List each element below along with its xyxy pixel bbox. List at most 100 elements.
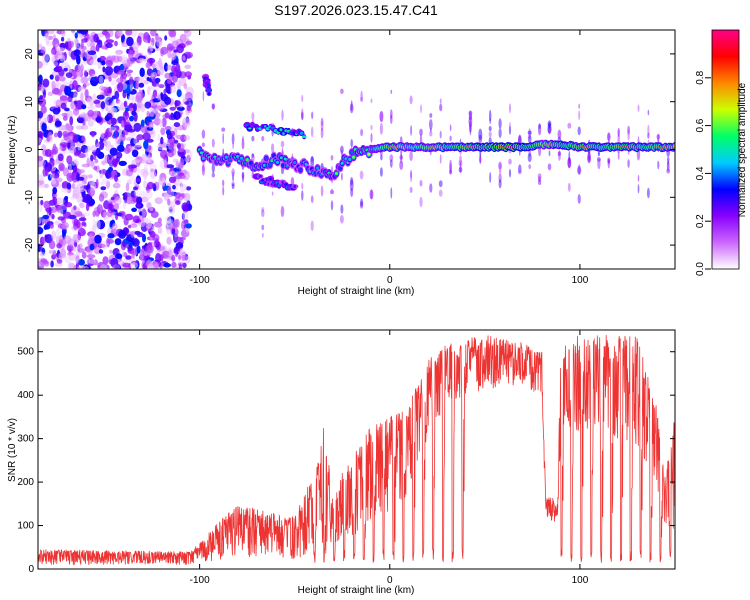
- streak-mark: [221, 127, 226, 132]
- streak-mark: [637, 104, 640, 112]
- snr-frame: [37, 329, 676, 570]
- noise-blob: [78, 117, 85, 123]
- noise-blob: [156, 39, 163, 48]
- noise-blob: [121, 54, 126, 61]
- noise-blob: [115, 253, 123, 260]
- streak-mark: [390, 89, 393, 94]
- noise-blob: [77, 244, 81, 252]
- streak-mark: [251, 135, 255, 142]
- streak-mark: [261, 224, 265, 231]
- noise-blob: [69, 80, 73, 90]
- streak-mark: [439, 98, 442, 104]
- noise-blob: [38, 137, 42, 143]
- streak-mark: [647, 132, 650, 139]
- noise-blob: [185, 255, 191, 264]
- noise-blob: [79, 202, 85, 209]
- noise-blob: [49, 74, 54, 80]
- noise-blob: [66, 182, 72, 190]
- noise-blob: [184, 71, 192, 78]
- ridge-core: [262, 163, 266, 167]
- noise-blob: [44, 33, 49, 41]
- noise-blob: [53, 159, 61, 165]
- noise-blob: [174, 232, 179, 238]
- streak-mark: [379, 110, 384, 123]
- noise-blob: [89, 243, 95, 251]
- noise-blob: [52, 107, 60, 115]
- noise-blob: [112, 160, 118, 168]
- streak-mark: [370, 98, 373, 104]
- noise-blob: [78, 217, 87, 222]
- streak-mark: [577, 164, 581, 175]
- noise-blob: [139, 168, 145, 177]
- noise-blob: [135, 80, 140, 90]
- noise-blob: [160, 136, 164, 145]
- y-tick-label: 500: [17, 347, 34, 358]
- spectrogram-y-label: Frequency (Hz): [7, 116, 18, 185]
- streak-mark: [597, 158, 601, 170]
- noise-blob: [145, 219, 152, 229]
- noise-blob: [143, 172, 148, 181]
- noise-blob: [112, 182, 121, 189]
- streak-mark: [410, 171, 412, 183]
- noise-blob: [73, 151, 80, 157]
- noise-blob: [54, 74, 60, 82]
- noise-blob: [105, 42, 113, 49]
- noise-blob: [136, 134, 144, 141]
- streak-mark: [390, 114, 393, 124]
- noise-blob: [137, 77, 145, 82]
- noise-blob: [86, 38, 92, 48]
- noise-blob: [48, 206, 52, 216]
- noise-blob: [81, 38, 89, 43]
- streak-mark: [330, 188, 334, 194]
- noise-blob: [55, 65, 63, 73]
- noise-blob: [90, 145, 97, 153]
- noise-blob: [66, 155, 73, 165]
- noise-blob: [79, 86, 87, 90]
- noise-blob: [67, 238, 75, 247]
- feature-core: [302, 135, 307, 139]
- snr-series-line: [38, 334, 675, 565]
- chart-title: S197.2026.023.15.47.C41: [274, 2, 438, 18]
- noise-blob: [167, 78, 172, 84]
- noise-blob: [113, 55, 120, 63]
- noise-blob: [56, 89, 62, 96]
- streak-mark: [666, 157, 670, 162]
- noise-blob: [136, 196, 143, 205]
- noise-blob: [157, 143, 165, 151]
- noise-blob: [47, 131, 53, 141]
- noise-blob: [41, 217, 45, 227]
- streak-mark: [359, 170, 364, 180]
- noise-blob: [98, 193, 105, 202]
- streak-mark: [538, 123, 541, 129]
- ridge-core: [281, 163, 285, 168]
- streak-mark: [617, 129, 620, 138]
- noise-blob: [110, 144, 114, 149]
- noise-blob: [143, 180, 147, 189]
- streak-mark: [261, 233, 264, 238]
- noise-blob: [146, 157, 154, 164]
- noise-blob: [154, 77, 161, 83]
- noise-blob: [131, 238, 140, 247]
- noise-blob: [67, 251, 74, 256]
- x-tick-label: 100: [572, 275, 589, 286]
- noise-blob: [183, 192, 191, 202]
- noise-blob: [99, 55, 106, 61]
- noise-blob: [138, 82, 145, 88]
- noise-blob: [92, 93, 97, 102]
- streak-mark: [459, 162, 462, 174]
- noise-blob: [105, 39, 115, 44]
- noise-blob: [118, 229, 127, 239]
- streak-mark: [578, 110, 581, 120]
- noise-blob: [172, 176, 177, 183]
- noise-blob: [83, 82, 90, 87]
- noise-blob: [60, 102, 67, 110]
- noise-blob: [45, 166, 49, 177]
- noise-blob: [114, 90, 120, 100]
- noise-blob: [67, 261, 73, 269]
- noise-blob: [72, 133, 78, 143]
- noise-blob: [58, 145, 63, 152]
- noise-blob: [75, 255, 80, 264]
- streak-mark: [617, 134, 620, 144]
- noise-blob: [131, 149, 139, 158]
- noise-blob: [59, 165, 64, 171]
